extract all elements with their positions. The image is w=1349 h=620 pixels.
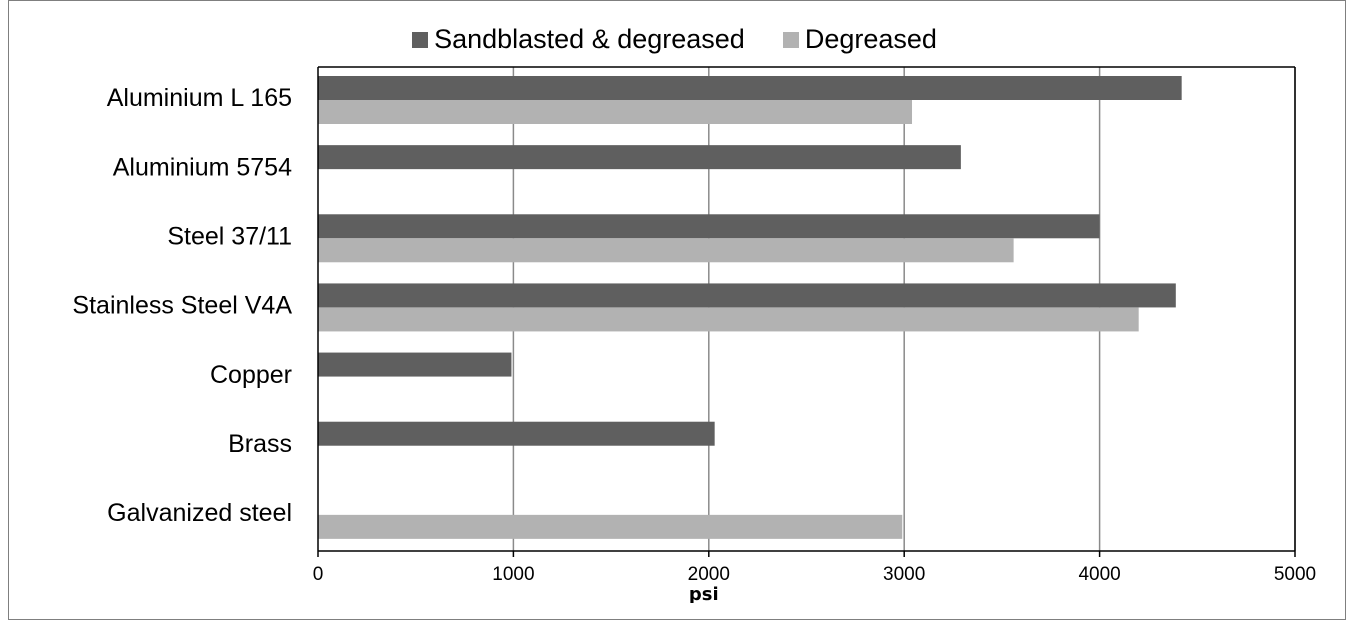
bar-sandblasted-5: [318, 421, 715, 446]
category-label-2: Steel 37/11: [167, 222, 292, 250]
legend-item-sandblasted: Sandblasted & degreased: [412, 24, 745, 55]
category-label-3: Stainless Steel V4A: [72, 292, 292, 320]
category-label-0: Aluminium L 165: [107, 84, 292, 112]
category-label-5: Brass: [228, 430, 292, 458]
x-tick-label-4000: 4000: [1078, 564, 1120, 585]
bar-sandblasted-2: [318, 214, 1100, 239]
legend-label-degreased: Degreased: [804, 24, 937, 54]
bar-sandblasted-0: [318, 76, 1182, 100]
x-axis-title: psi: [689, 584, 719, 603]
chart-legend: Sandblasted & degreased Degreased: [0, 24, 1349, 55]
legend-swatch-degreased: [782, 31, 799, 48]
bar-sandblasted-3: [318, 283, 1176, 308]
legend-item-degreased: Degreased: [782, 24, 937, 55]
legend-swatch-sandblasted: [412, 31, 429, 48]
bar-chart: Aluminium L 165 Aluminium 5754 Steel 37/11…: [72, 66, 1316, 603]
x-tick-label-1000: 1000: [492, 564, 534, 585]
bar-degreased-3: [318, 307, 1139, 332]
x-tick-label-3000: 3000: [883, 564, 925, 585]
x-tick-label-5000: 5000: [1274, 564, 1316, 585]
bar-degreased-0: [318, 100, 913, 124]
category-label-6: Galvanized steel: [107, 499, 292, 527]
bar-sandblasted-1: [318, 145, 961, 170]
x-tick-label-2000: 2000: [688, 564, 730, 585]
category-label-4: Copper: [210, 361, 292, 389]
x-tick-label-0: 0: [313, 564, 324, 585]
legend-label-sandblasted: Sandblasted & degreased: [434, 24, 745, 54]
bar-sandblasted-4: [318, 352, 512, 377]
bar-degreased-6: [318, 514, 903, 539]
bar-degreased-2: [318, 238, 1014, 263]
category-label-1: Aluminium 5754: [113, 153, 292, 181]
